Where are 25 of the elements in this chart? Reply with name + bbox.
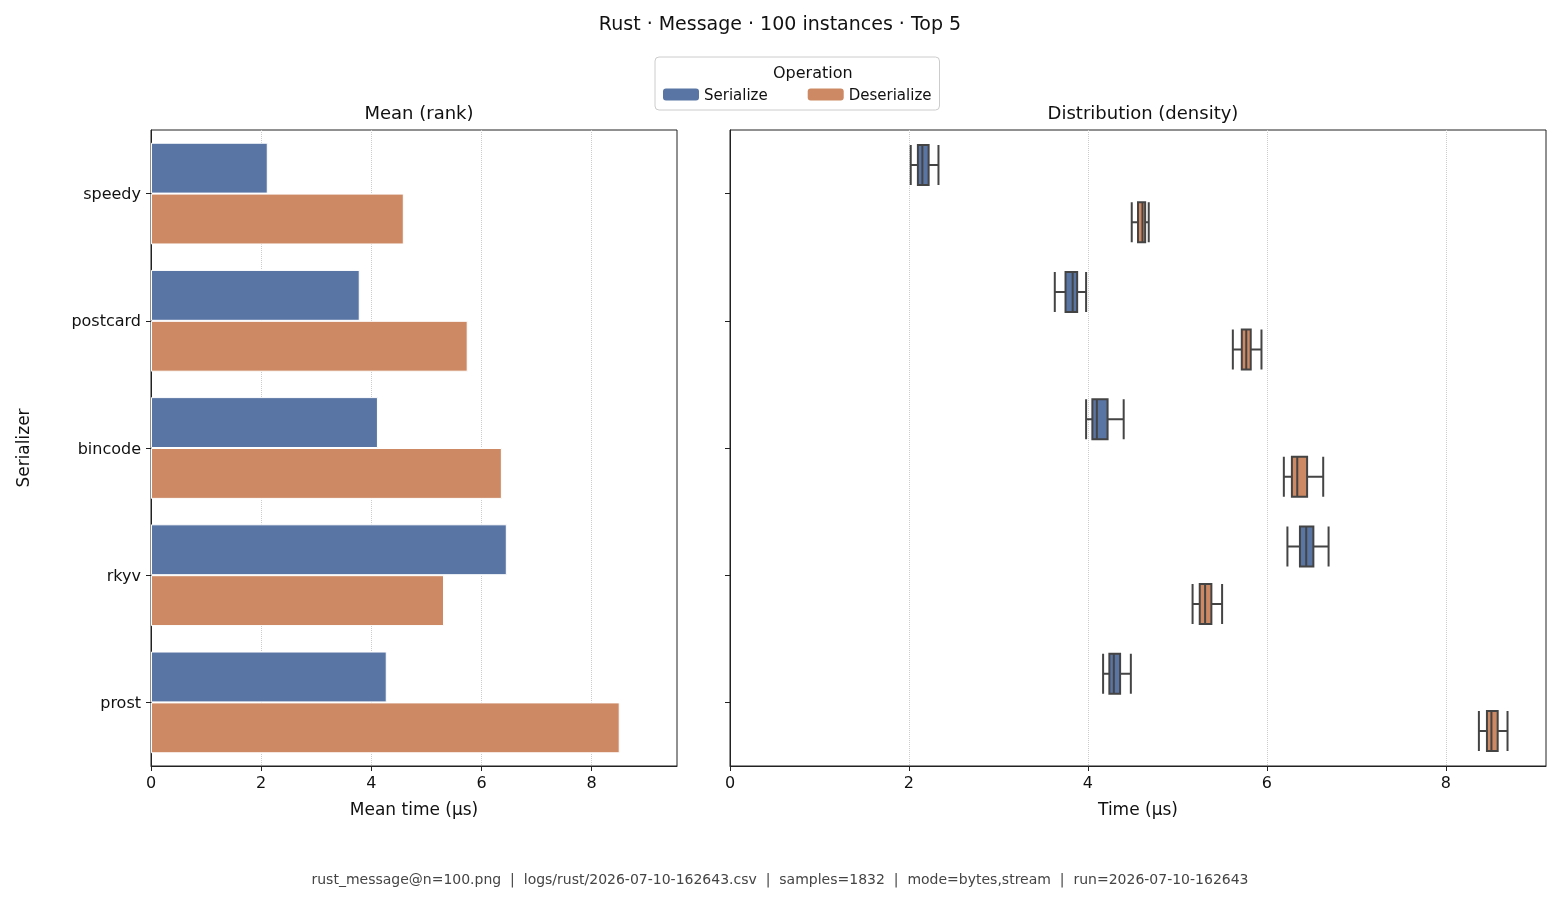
legend-label: Serialize: [704, 85, 768, 104]
x-tick-label: 4: [366, 772, 377, 792]
x-axis-title: Time (µs): [1097, 798, 1178, 819]
legend-label: Deserialize: [848, 85, 932, 104]
y-tick-label: speedy: [83, 184, 141, 204]
x-tick-label: 2: [256, 772, 267, 792]
y-tick-label: bincode: [77, 438, 141, 458]
x-tick-label: 2: [903, 772, 915, 792]
x-tick-label: 8: [1440, 772, 1451, 792]
x-tick-label: 6: [1261, 772, 1272, 792]
y-tick-label: postcard: [71, 311, 141, 331]
chart-subtitle: Distribution (density): [1047, 101, 1239, 123]
text: rust_message@n=100.png | logs/rust/2026-07-10-162643.csv | samples=1832 | mode=bytes,stream | run=2026-07-10-162643: [310, 871, 1250, 887]
y-tick-label: prost: [100, 692, 141, 712]
y-axis-title: Serializer: [12, 408, 33, 488]
x-tick-label: 0: [724, 772, 736, 792]
y-tick-label: rkyv: [106, 565, 141, 585]
x-axis-title: Mean time (µs): [349, 798, 479, 819]
chart-subtitle: Mean (rank): [364, 101, 474, 123]
text: Rust · Message · 100 instances · Top 5: [597, 12, 963, 34]
x-tick-label: 6: [476, 772, 487, 792]
legend-title: Operation: [773, 62, 853, 82]
x-tick-label: 4: [1082, 772, 1093, 792]
x-tick-label: 0: [145, 772, 157, 792]
x-tick-label: 8: [586, 772, 597, 792]
